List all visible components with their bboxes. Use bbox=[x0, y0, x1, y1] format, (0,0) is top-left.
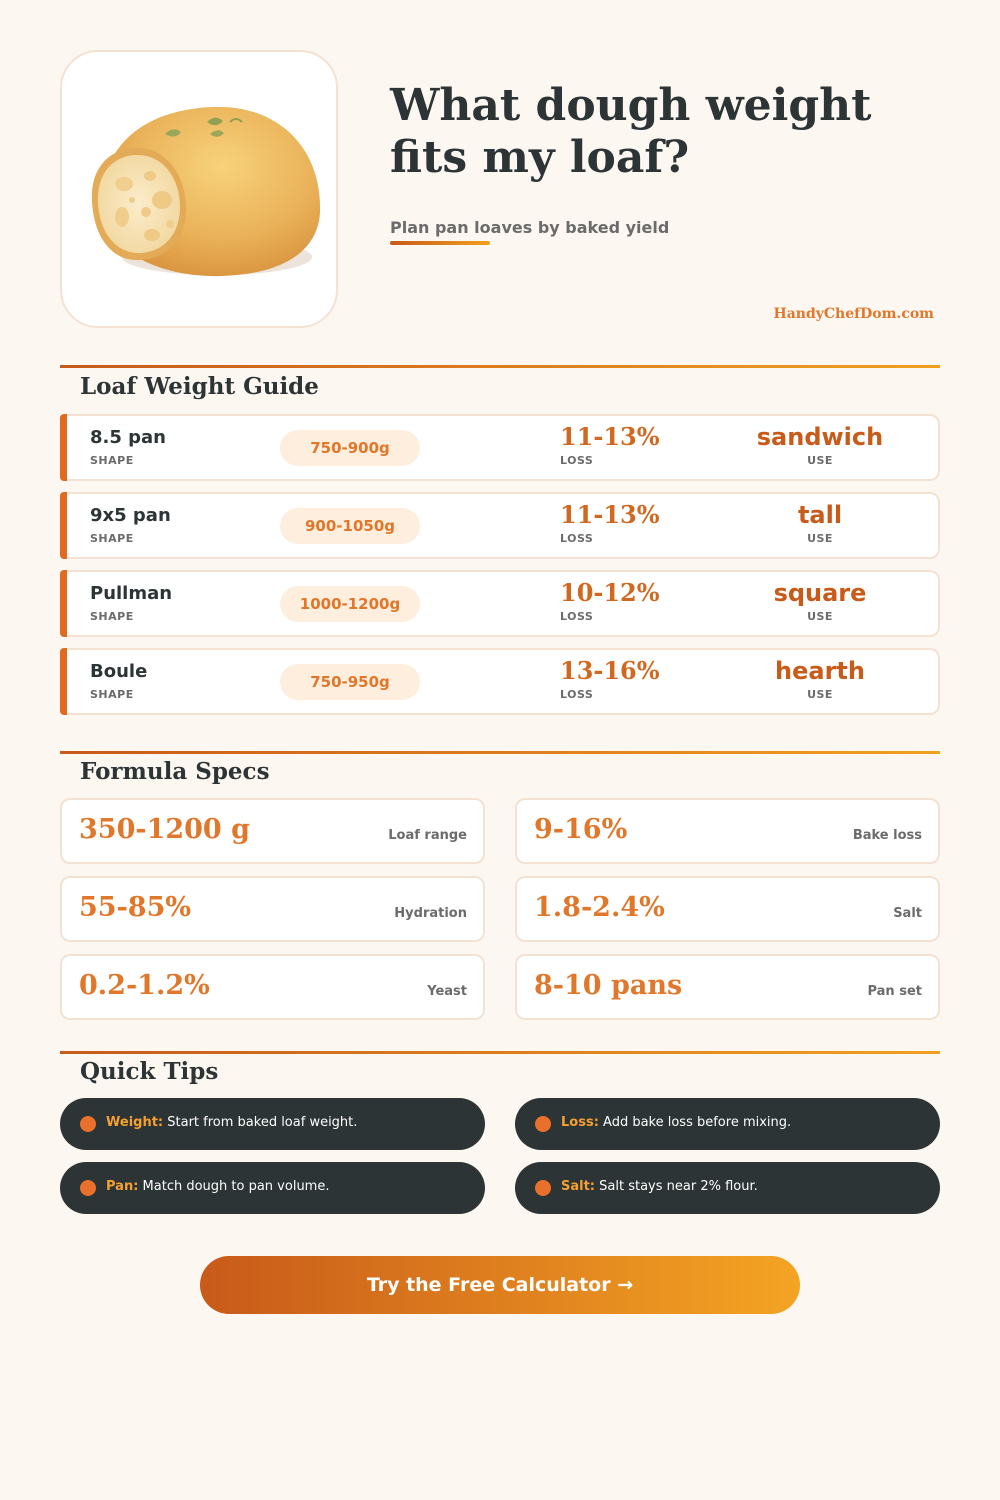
spec-label: Yeast bbox=[427, 984, 467, 999]
tip-key: Salt: bbox=[561, 1179, 596, 1194]
bread-loaf-illustration bbox=[91, 106, 321, 277]
use-value: square bbox=[773, 579, 867, 607]
shape-label: SHAPE bbox=[90, 688, 134, 701]
loss-value: 11-13% bbox=[560, 500, 660, 529]
tip-pill: Loss: Add bake loss before mixing. bbox=[515, 1098, 940, 1150]
spec-card: 8-10 pans Pan set bbox=[515, 954, 940, 1020]
loss-value: 11-13% bbox=[560, 422, 660, 451]
spec-label: Loaf range bbox=[388, 828, 467, 843]
shape-label: SHAPE bbox=[90, 454, 134, 467]
specs-section-divider bbox=[60, 751, 940, 754]
spec-card: 0.2-1.2% Yeast bbox=[60, 954, 485, 1020]
shape-name: Boule bbox=[90, 661, 148, 682]
spec-label: Hydration bbox=[394, 906, 467, 921]
use-label: USE bbox=[807, 688, 833, 701]
use-label: USE bbox=[807, 610, 833, 623]
tip-key: Pan: bbox=[106, 1179, 139, 1194]
spec-value: 350-1200 g bbox=[79, 814, 250, 845]
guide-row: Pullman SHAPE 1000-1200g 10-12% LOSS squ… bbox=[60, 570, 940, 637]
row-accent-bar bbox=[60, 492, 67, 559]
page-title-line1: What dough weight bbox=[390, 80, 872, 131]
weight-badge: 900-1050g bbox=[280, 508, 420, 544]
use-value: hearth bbox=[775, 657, 865, 685]
guide-section-divider bbox=[60, 365, 940, 368]
spec-label: Salt bbox=[893, 906, 922, 921]
loss-label: LOSS bbox=[560, 610, 594, 623]
spec-label: Bake loss bbox=[852, 828, 922, 843]
spec-value: 9-16% bbox=[534, 814, 628, 845]
tip-pill: Salt: Salt stays near 2% flour. bbox=[515, 1162, 940, 1214]
use-label: USE bbox=[807, 532, 833, 545]
tips-section-title: Quick Tips bbox=[80, 1058, 219, 1085]
row-accent-bar bbox=[60, 648, 67, 715]
loss-label: LOSS bbox=[560, 454, 594, 467]
tip-body: Add bake loss before mixing. bbox=[598, 1115, 792, 1130]
guide-section-title: Loaf Weight Guide bbox=[80, 373, 319, 400]
spec-value: 0.2-1.2% bbox=[79, 970, 210, 1001]
spec-value: 1.8-2.4% bbox=[534, 892, 665, 923]
page-title-line2: fits my loaf? bbox=[390, 132, 690, 183]
loss-value: 13-16% bbox=[560, 656, 660, 685]
spec-card: 55-85% Hydration bbox=[60, 876, 485, 942]
loss-label: LOSS bbox=[560, 532, 594, 545]
spec-card: 1.8-2.4% Salt bbox=[515, 876, 940, 942]
bullet-dot-icon bbox=[535, 1116, 551, 1132]
tip-pill: Weight: Start from baked loaf weight. bbox=[60, 1098, 485, 1150]
tip-text: Weight: Start from baked loaf weight. bbox=[106, 1115, 357, 1130]
guide-row: 8.5 pan SHAPE 750-900g 11-13% LOSS sandw… bbox=[60, 414, 940, 481]
brand-link[interactable]: HandyChefDom.com bbox=[773, 306, 935, 322]
page-subtitle: Plan pan loaves by baked yield bbox=[390, 218, 670, 237]
tip-text: Pan: Match dough to pan volume. bbox=[106, 1179, 329, 1194]
subtitle-underline bbox=[390, 241, 490, 245]
shape-name: 9x5 pan bbox=[90, 505, 171, 526]
guide-row: 9x5 pan SHAPE 900-1050g 11-13% LOSS tall… bbox=[60, 492, 940, 559]
tip-body: Salt stays near 2% flour. bbox=[595, 1179, 758, 1194]
hero-image-card bbox=[60, 50, 338, 328]
shape-label: SHAPE bbox=[90, 610, 134, 623]
page-title: What dough weight fits my loaf? bbox=[390, 80, 950, 184]
spec-label: Pan set bbox=[867, 984, 922, 999]
tip-body: Start from baked loaf weight. bbox=[163, 1115, 358, 1130]
shape-label: SHAPE bbox=[90, 532, 134, 545]
use-label: USE bbox=[807, 454, 833, 467]
bullet-dot-icon bbox=[535, 1180, 551, 1196]
tip-pill: Pan: Match dough to pan volume. bbox=[60, 1162, 485, 1214]
shape-name: 8.5 pan bbox=[90, 427, 166, 448]
use-value: sandwich bbox=[756, 423, 884, 451]
bullet-dot-icon bbox=[80, 1180, 96, 1196]
spec-card: 350-1200 g Loaf range bbox=[60, 798, 485, 864]
weight-badge: 750-900g bbox=[280, 430, 420, 466]
row-accent-bar bbox=[60, 570, 67, 637]
tip-text: Salt: Salt stays near 2% flour. bbox=[561, 1179, 758, 1194]
row-accent-bar bbox=[60, 414, 67, 481]
tips-section-divider bbox=[60, 1051, 940, 1054]
weight-badge: 750-950g bbox=[280, 664, 420, 700]
bullet-dot-icon bbox=[80, 1116, 96, 1132]
loss-label: LOSS bbox=[560, 688, 594, 701]
shape-name: Pullman bbox=[90, 583, 173, 604]
tip-text: Loss: Add bake loss before mixing. bbox=[561, 1115, 791, 1130]
specs-section-title: Formula Specs bbox=[80, 758, 270, 785]
spec-value: 55-85% bbox=[79, 892, 192, 923]
loss-value: 10-12% bbox=[560, 578, 660, 607]
spec-value: 8-10 pans bbox=[534, 970, 683, 1001]
tip-key: Weight: bbox=[106, 1115, 164, 1130]
spec-card: 9-16% Bake loss bbox=[515, 798, 940, 864]
tip-key: Loss: bbox=[561, 1115, 599, 1130]
use-value: tall bbox=[797, 501, 843, 529]
tip-body: Match dough to pan volume. bbox=[138, 1179, 330, 1194]
calculator-cta-button[interactable]: Try the Free Calculator → bbox=[200, 1256, 800, 1314]
guide-row: Boule SHAPE 750-950g 13-16% LOSS hearth … bbox=[60, 648, 940, 715]
weight-badge: 1000-1200g bbox=[280, 586, 420, 622]
